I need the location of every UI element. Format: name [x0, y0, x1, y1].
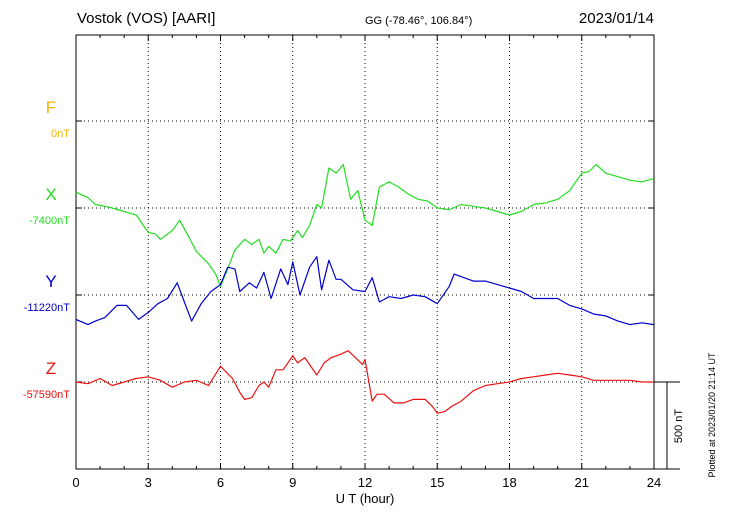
station-coordinates: GG (-78.46°, 106.84°) [365, 15, 473, 27]
chart-date: 2023/01/14 [578, 10, 654, 27]
series-line-y [75, 256, 655, 326]
series-line-x [75, 163, 655, 287]
x-axis-tick-labels: 0 3 6 9 12 15 18 21 24 [72, 475, 661, 490]
series-name-label: F [46, 98, 56, 117]
x-tick-label: 6 [217, 475, 224, 490]
series-line-z [75, 350, 654, 414]
x-tick-label: 3 [145, 475, 152, 490]
x-tick-label: 24 [647, 475, 661, 490]
series-baseline-label: -11220nT [24, 302, 71, 314]
series-baseline-label: -57590nT [23, 389, 70, 401]
x-tick-label: 21 [575, 475, 589, 490]
series-labels: F 0nT X -7400nT Y -11220nT Z -57590nT [23, 98, 70, 401]
x-tick-label: 12 [358, 475, 372, 490]
x-tick-label: 15 [430, 475, 444, 490]
x-tick-label: 18 [502, 475, 516, 490]
x-tick-label: 0 [72, 475, 79, 490]
series-baseline-label: -7400nT [29, 215, 70, 227]
grid-lines [76, 35, 654, 469]
chart-title: Vostok (VOS) [AARI] [77, 10, 216, 27]
series-lines [75, 163, 655, 414]
series-baseline-label: 0nT [51, 128, 70, 140]
series-name-label: Y [45, 272, 56, 291]
series-name-label: Z [46, 359, 56, 378]
x-axis-label: U T (hour) [336, 491, 395, 506]
x-tick-label: 9 [289, 475, 296, 490]
series-name-label: X [45, 185, 56, 204]
scale-bar [654, 381, 680, 470]
